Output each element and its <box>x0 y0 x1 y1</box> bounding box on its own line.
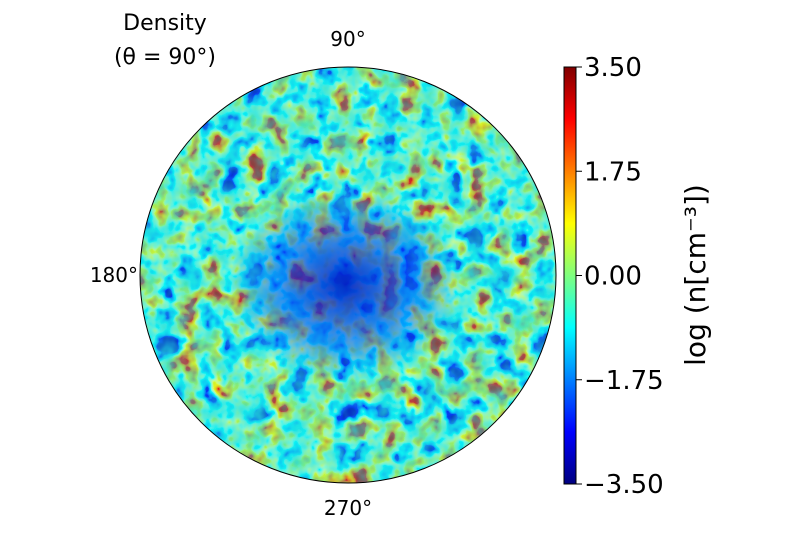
colorbar-tick-label: 0.00 <box>584 262 642 292</box>
angle-label-180: 180° <box>90 263 138 287</box>
colorbar-ticks: 3.50 1.75 0.00 −1.75 −3.50 <box>576 53 664 500</box>
chart-title: Density <box>123 11 207 36</box>
colorbar: 3.50 1.75 0.00 −1.75 −3.50 log (n[cm⁻³]) <box>563 53 712 500</box>
colorbar-tick-label: −1.75 <box>584 366 664 396</box>
colorbar-tick-label: −3.50 <box>584 470 664 500</box>
colorbar-tick-label: 1.75 <box>584 157 642 187</box>
colorbar-label: log (n[cm⁻³]) <box>679 184 712 366</box>
polar-outline <box>139 66 557 484</box>
angle-label-90: 90° <box>330 27 365 51</box>
polar-heatmap <box>140 67 556 483</box>
angle-label-270: 270° <box>324 496 372 520</box>
chart-subtitle: (θ = 90°) <box>114 45 216 70</box>
colorbar-tick-label: 3.50 <box>584 53 642 83</box>
colorbar-gradient <box>563 66 577 485</box>
low-density-void <box>230 190 460 380</box>
